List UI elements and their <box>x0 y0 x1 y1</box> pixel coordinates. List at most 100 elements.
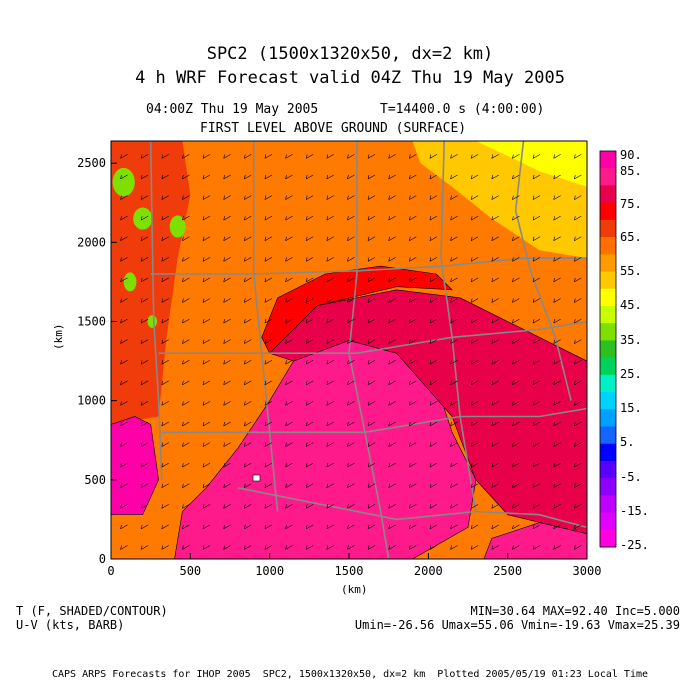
wind-barb <box>285 318 293 324</box>
wind-barb <box>120 277 128 283</box>
wind-barb <box>120 318 128 324</box>
wind-barb <box>367 380 376 386</box>
colorbar-swatch <box>600 305 616 324</box>
wind-barb <box>491 401 499 406</box>
wind-barb <box>140 504 149 509</box>
wind-barb <box>305 318 314 324</box>
wind-barb <box>347 339 355 344</box>
wind-barb <box>347 154 355 159</box>
temperature-band-cool-patch <box>133 207 153 230</box>
wind-barb <box>388 154 396 159</box>
wind-barb <box>285 524 293 530</box>
wind-barb <box>574 174 582 180</box>
wind-barb <box>223 421 231 427</box>
wind-barb <box>512 380 520 386</box>
wind-barb <box>202 257 211 262</box>
wind-barb <box>223 483 231 489</box>
wind-barb <box>388 462 396 468</box>
wind-barb <box>161 483 169 489</box>
wind-barb <box>512 359 520 365</box>
wind-barb <box>305 154 314 159</box>
level-label: FIRST LEVEL ABOVE GROUND (SURFACE) <box>200 121 467 136</box>
wind-barb <box>305 462 314 468</box>
wind-barb <box>574 359 582 365</box>
wind-barb <box>470 442 479 447</box>
wind-barb <box>243 339 252 344</box>
wind-barb <box>553 277 561 283</box>
colorbar-swatch <box>600 254 616 273</box>
colorbar-swatch <box>600 151 616 169</box>
wind-barb <box>553 236 561 242</box>
wind-barb <box>470 257 479 262</box>
wind-barb <box>161 359 169 365</box>
wind-barb <box>347 442 355 447</box>
wind-barb <box>161 524 169 530</box>
wind-barb <box>450 154 458 159</box>
wind-barb <box>388 339 396 344</box>
wind-barb <box>285 359 293 365</box>
temperature-band-cool-patch <box>147 315 158 328</box>
wind-barb <box>161 504 169 509</box>
wind-barb <box>120 421 128 427</box>
y-tick-label: 1000 <box>77 394 106 408</box>
wind-barb <box>367 545 376 550</box>
wind-barb <box>140 442 149 447</box>
colorbar-swatch <box>600 478 616 496</box>
wind-barb <box>285 483 293 489</box>
colorbar-label: -15. <box>620 504 649 518</box>
wind-barb <box>491 154 499 159</box>
wind-barb <box>388 277 396 283</box>
wind-barb <box>120 215 128 221</box>
wind-barb <box>264 442 273 447</box>
wind-barb <box>409 195 417 200</box>
wind-barb <box>223 236 231 242</box>
wind-barb <box>305 359 314 365</box>
colorbar-label: 90. <box>620 148 642 162</box>
wind-barb <box>491 524 499 530</box>
colorbar-swatch <box>600 340 616 359</box>
wind-barb <box>388 195 396 200</box>
wind-barb <box>450 421 458 427</box>
wind-barb <box>243 154 252 159</box>
wind-barb <box>120 195 128 200</box>
wind-barb <box>512 504 520 509</box>
wind-barb <box>120 401 128 406</box>
wind-barb <box>450 195 458 200</box>
wind-barb <box>243 483 252 489</box>
wind-barb <box>429 195 438 200</box>
wind-barb <box>409 257 417 262</box>
wind-barb <box>532 524 541 530</box>
wind-barb <box>243 236 252 242</box>
wind-barb <box>326 483 334 489</box>
wind-barb <box>470 277 479 283</box>
wind-barb <box>388 318 396 324</box>
wind-barb <box>161 236 169 242</box>
wind-barb <box>388 545 396 550</box>
wind-barb <box>140 236 149 242</box>
colorbar-swatch <box>600 460 616 479</box>
wind-barb <box>161 462 169 468</box>
wind-barb <box>574 236 582 242</box>
wind-barb <box>140 339 149 344</box>
wind-barb <box>450 174 458 180</box>
wind-barb <box>532 236 541 242</box>
wind-barb <box>512 483 520 489</box>
wind-barb <box>512 401 520 406</box>
wind-barb <box>285 339 293 344</box>
wind-barb <box>347 524 355 530</box>
wind-barb <box>326 524 334 530</box>
wind-barb <box>120 359 128 365</box>
wind-barb <box>140 174 149 180</box>
wind-barb <box>285 462 293 468</box>
wind-barb <box>326 442 334 447</box>
wind-barb <box>553 195 561 200</box>
wind-barb <box>140 318 149 324</box>
wind-barb <box>409 401 417 406</box>
state-boundary <box>348 141 390 559</box>
wind-barb <box>470 174 479 180</box>
wind-barb <box>367 339 376 344</box>
wind-barb <box>470 545 479 550</box>
wind-barb <box>285 236 293 242</box>
wind-barb <box>347 318 355 324</box>
